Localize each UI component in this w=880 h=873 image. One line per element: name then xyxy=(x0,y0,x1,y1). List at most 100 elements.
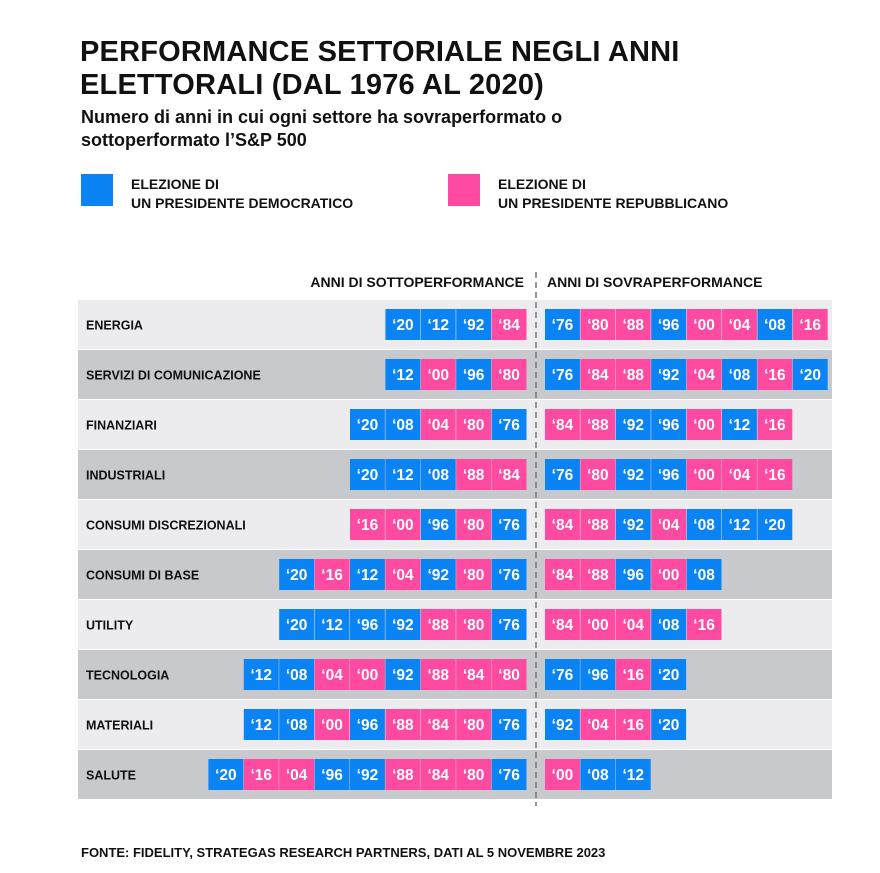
year-cell-over-servizi-di-comunicazione xyxy=(722,359,757,390)
chart-title: PERFORMANCE SETTORIALE NEGLI ANNI ELETTO… xyxy=(80,36,680,101)
sector-label-salute: SALUTE xyxy=(86,769,136,783)
legend-label-democratic: ELEZIONE DI UN PRESIDENTE DEMOCRATICO xyxy=(131,174,353,213)
year-cell-under-utility xyxy=(385,609,421,640)
year-cell-over-consumi-di-base xyxy=(686,559,722,590)
year-label-over-servizi-di-comunicazione: ‘20 xyxy=(799,367,821,384)
year-label-under-salute: ‘92 xyxy=(357,767,379,784)
year-label-under-salute: ‘76 xyxy=(498,767,520,784)
year-label-over-consumi-di-base: ‘00 xyxy=(658,567,680,584)
year-label-under-servizi-di-comunicazione: ‘96 xyxy=(463,367,485,384)
year-label-over-consumi-discrezionali: ‘20 xyxy=(764,517,786,534)
year-cell-under-servizi-di-comunicazione xyxy=(456,359,492,390)
year-label-over-servizi-di-comunicazione: ‘08 xyxy=(729,367,751,384)
legend-democratic-line1: ELEZIONE DI xyxy=(131,176,219,192)
year-label-over-energia: ‘04 xyxy=(729,317,751,334)
year-cell-over-finanziari xyxy=(545,409,580,440)
year-label-over-industriali: ‘76 xyxy=(552,467,574,484)
year-label-over-industriali: ‘96 xyxy=(658,467,680,484)
year-cell-over-servizi-di-comunicazione xyxy=(545,359,580,390)
year-label-over-energia: ‘80 xyxy=(587,317,609,334)
year-label-over-tecnologia: ‘20 xyxy=(658,667,680,684)
year-label-over-servizi-di-comunicazione: ‘16 xyxy=(764,367,786,384)
year-cell-over-utility xyxy=(651,609,687,640)
year-cell-over-utility xyxy=(615,609,651,640)
year-label-over-finanziari: ‘00 xyxy=(693,417,715,434)
year-label-under-salute: ‘80 xyxy=(463,767,485,784)
year-cell-under-salute xyxy=(350,759,385,790)
year-cell-under-salute xyxy=(314,759,350,790)
year-cell-under-utility xyxy=(350,609,385,640)
year-cell-under-energia xyxy=(420,309,456,340)
year-label-under-consumi-di-base: ‘92 xyxy=(427,567,449,584)
year-label-over-consumi-discrezionali: ‘12 xyxy=(729,517,751,534)
year-cell-over-consumi-discrezionali xyxy=(651,509,687,540)
year-label-under-energia: ‘84 xyxy=(498,317,520,334)
year-cell-under-consumi-di-base xyxy=(350,559,385,590)
year-cell-over-utility xyxy=(545,609,580,640)
year-label-under-consumi-di-base: ‘20 xyxy=(286,567,308,584)
year-label-under-tecnologia: ‘04 xyxy=(321,667,343,684)
year-label-under-materiali: ‘00 xyxy=(321,717,343,734)
year-cell-over-servizi-di-comunicazione xyxy=(757,359,793,390)
year-label-under-tecnologia: ‘08 xyxy=(286,667,308,684)
year-label-over-energia: ‘16 xyxy=(799,317,821,334)
year-cell-over-energia xyxy=(651,309,687,340)
year-label-under-tecnologia: ‘80 xyxy=(498,667,520,684)
year-cell-over-industriali xyxy=(580,459,616,490)
year-cell-under-materiali xyxy=(314,709,350,740)
year-cell-under-consumi-discrezionali xyxy=(420,509,456,540)
year-cell-under-tecnologia xyxy=(420,659,456,690)
year-label-under-tecnologia: ‘92 xyxy=(392,667,414,684)
year-cell-under-consumi-discrezionali xyxy=(350,509,385,540)
year-cell-over-consumi-di-base xyxy=(651,559,687,590)
year-cell-under-salute xyxy=(456,759,492,790)
year-cell-under-consumi-discrezionali xyxy=(456,509,492,540)
legend-republican-line1: ELEZIONE DI xyxy=(498,176,586,192)
year-cell-under-consumi-di-base xyxy=(456,559,492,590)
year-label-under-salute: ‘20 xyxy=(215,767,237,784)
year-cell-over-consumi-discrezionali xyxy=(757,509,793,540)
year-cell-under-tecnologia xyxy=(279,659,315,690)
year-label-over-tecnologia: ‘76 xyxy=(552,667,574,684)
year-cell-under-utility xyxy=(314,609,350,640)
year-cell-over-salute xyxy=(615,759,651,790)
legend-swatch-democratic xyxy=(81,174,113,206)
year-label-over-finanziari: ‘12 xyxy=(729,417,751,434)
year-label-over-materiali: ‘04 xyxy=(587,717,609,734)
year-cell-over-materiali xyxy=(545,709,580,740)
year-cell-under-consumi-di-base xyxy=(385,559,421,590)
year-label-under-consumi-discrezionali: ‘76 xyxy=(498,517,520,534)
year-label-under-consumi-di-base: ‘76 xyxy=(498,567,520,584)
year-cell-over-consumi-discrezionali xyxy=(686,509,722,540)
year-cell-under-salute xyxy=(279,759,315,790)
year-label-under-energia: ‘92 xyxy=(463,317,485,334)
year-cell-over-industriali xyxy=(615,459,651,490)
header-underperformance: ANNI DI SOTTOPERFORMANCE xyxy=(310,274,524,290)
year-cell-under-servizi-di-comunicazione xyxy=(491,359,527,390)
year-cell-over-servizi-di-comunicazione xyxy=(615,359,651,390)
year-label-under-consumi-di-base: ‘04 xyxy=(392,567,414,584)
year-cell-under-salute xyxy=(491,759,527,790)
year-cell-under-industriali xyxy=(491,459,527,490)
year-label-over-salute: ‘08 xyxy=(587,767,609,784)
year-label-under-tecnologia: ‘84 xyxy=(463,667,485,684)
year-label-under-finanziari: ‘76 xyxy=(498,417,520,434)
year-label-under-servizi-di-comunicazione: ‘00 xyxy=(427,367,449,384)
year-cell-under-consumi-di-base xyxy=(491,559,527,590)
year-label-under-utility: ‘20 xyxy=(286,617,308,634)
year-label-over-consumi-di-base: ‘96 xyxy=(622,567,644,584)
year-label-over-finanziari: ‘16 xyxy=(764,417,786,434)
year-cell-under-tecnologia xyxy=(491,659,527,690)
year-label-under-materiali: ‘08 xyxy=(286,717,308,734)
year-cell-over-energia xyxy=(757,309,793,340)
sector-label-tecnologia: TECNOLOGIA xyxy=(86,669,169,683)
year-label-under-consumi-discrezionali: ‘16 xyxy=(357,517,379,534)
year-label-over-consumi-discrezionali: ‘84 xyxy=(552,517,574,534)
year-cell-under-servizi-di-comunicazione xyxy=(420,359,456,390)
year-label-under-consumi-discrezionali: ‘00 xyxy=(392,517,414,534)
year-label-under-salute: ‘04 xyxy=(286,767,308,784)
sector-label-utility: UTILITY xyxy=(86,619,134,633)
year-label-under-materiali: ‘80 xyxy=(463,717,485,734)
year-label-over-consumi-discrezionali: ‘92 xyxy=(622,517,644,534)
year-cell-over-industriali xyxy=(757,459,793,490)
